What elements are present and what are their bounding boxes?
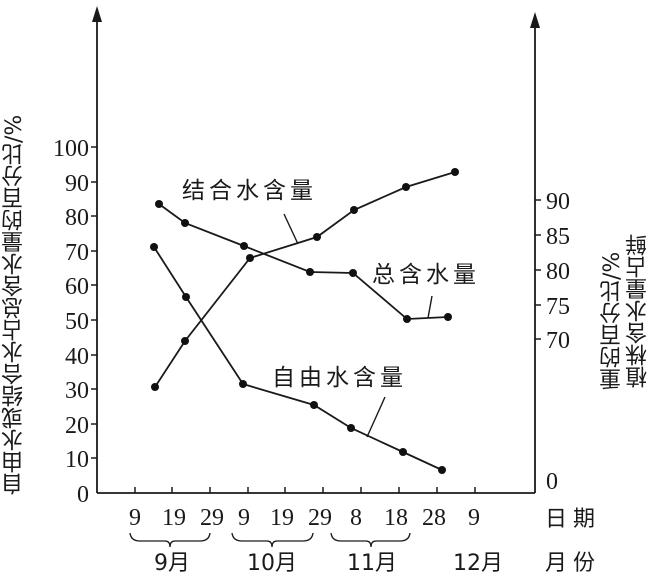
svg-text:9: 9 [129, 505, 141, 531]
svg-text:9: 9 [238, 505, 250, 531]
x-ticks [134, 487, 476, 493]
svg-text:10月: 10月 [247, 551, 297, 576]
svg-text:70: 70 [65, 240, 89, 266]
svg-text:60: 60 [65, 274, 89, 300]
svg-text:75: 75 [546, 294, 570, 320]
svg-text:85: 85 [546, 224, 570, 250]
right-axis-arrow-icon [530, 12, 540, 28]
svg-text:总含水量: 总含水量 [372, 262, 480, 288]
svg-text:9月: 9月 [154, 551, 190, 576]
svg-text:50: 50 [65, 309, 89, 335]
svg-text:0: 0 [77, 482, 89, 508]
svg-text:0: 0 [546, 469, 558, 495]
month-braces [129, 532, 411, 548]
svg-text:8: 8 [350, 505, 362, 531]
annotation-total-water: 总含水量 [372, 262, 480, 319]
svg-text:30: 30 [65, 378, 89, 404]
month-axis-label: 月份 [545, 551, 601, 576]
svg-text:12月: 12月 [453, 551, 503, 576]
svg-text:80: 80 [546, 259, 570, 285]
svg-text:自由水含量: 自由水含量 [272, 365, 407, 391]
left-axis-arrow-icon [92, 6, 102, 22]
svg-text:28: 28 [422, 505, 446, 531]
svg-text:19: 19 [270, 505, 294, 531]
svg-text:90: 90 [65, 171, 89, 197]
right-ticks [535, 199, 541, 340]
left-ticks [91, 146, 97, 459]
svg-text:29: 29 [200, 505, 224, 531]
svg-text:80: 80 [65, 205, 89, 231]
x-tick-labels: 9 19 29 9 19 29 8 18 28 9 [129, 505, 480, 531]
svg-text:结合水含量: 结合水含量 [182, 178, 317, 204]
svg-text:90: 90 [546, 189, 570, 215]
svg-text:11月: 11月 [347, 551, 397, 576]
annotation-free-water: 自由水含量 [272, 365, 407, 438]
left-tick-labels: 100 90 80 70 60 50 40 30 20 10 0 [53, 136, 89, 508]
svg-text:40: 40 [65, 344, 89, 370]
svg-text:29: 29 [308, 505, 332, 531]
svg-text:18: 18 [384, 505, 408, 531]
right-tick-labels: 90 85 80 75 70 0 [546, 189, 570, 495]
svg-text:19: 19 [162, 505, 186, 531]
series-total-water [155, 200, 452, 323]
series-free-water [150, 243, 446, 474]
svg-text:10: 10 [65, 447, 89, 473]
svg-text:20: 20 [65, 413, 89, 439]
svg-text:70: 70 [546, 328, 570, 354]
month-labels: 9月 10月 11月 12月 [154, 551, 503, 576]
svg-text:9: 9 [468, 505, 480, 531]
svg-text:100: 100 [53, 136, 89, 162]
series-bound-water [151, 168, 459, 391]
date-axis-label: 日期 [545, 507, 601, 532]
axes [96, 20, 536, 494]
annotation-bound-water: 结合水含量 [182, 178, 317, 245]
